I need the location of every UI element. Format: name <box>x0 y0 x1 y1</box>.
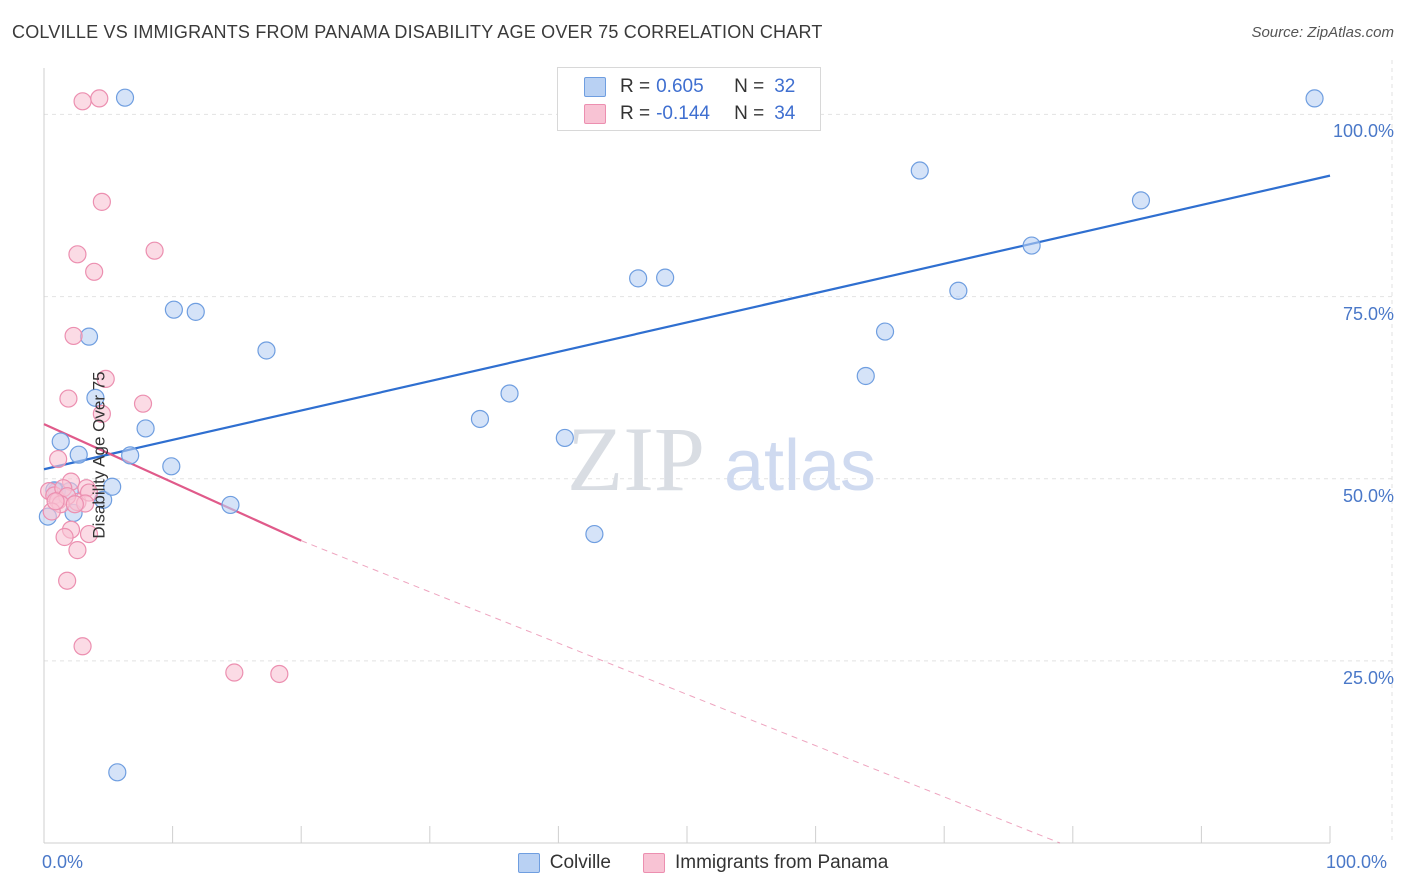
point-colville <box>115 88 135 107</box>
point-panama <box>225 663 244 682</box>
r-label: R = <box>620 103 651 124</box>
gridlines <box>44 60 1393 843</box>
point-colville <box>470 409 490 429</box>
n-label: N = <box>734 76 765 97</box>
point-panama <box>145 241 164 260</box>
point-panama <box>64 326 83 346</box>
series-legend: Colville Immigrants from Panama <box>0 852 1406 874</box>
x-tick-label: 100.0% <box>1326 852 1388 872</box>
point-colville <box>585 524 604 544</box>
point-colville <box>656 268 675 287</box>
n-value-colville: 32 <box>774 76 796 97</box>
source-credit: Source: ZipAtlas.com <box>1251 24 1394 41</box>
point-panama <box>68 245 87 264</box>
legend-row-panama: R = -0.144 N = 34 <box>584 101 795 127</box>
point-panama <box>73 637 92 656</box>
data-points <box>38 88 1324 782</box>
point-panama <box>270 664 289 684</box>
point-colville <box>108 763 127 782</box>
trendlines <box>43 174 1331 844</box>
point-colville <box>1305 89 1324 108</box>
point-colville <box>164 300 183 319</box>
point-panama <box>68 541 87 560</box>
point-panama <box>58 571 77 590</box>
point-colville <box>949 281 968 300</box>
legend-row-colville: R = 0.605 N = 32 <box>584 74 795 100</box>
point-colville <box>94 490 113 509</box>
legend-item-colville: Colville <box>517 852 611 874</box>
point-colville <box>221 495 240 515</box>
point-panama <box>79 524 99 544</box>
point-colville <box>136 419 155 438</box>
point-panama <box>65 495 84 514</box>
point-panama <box>92 404 111 423</box>
point-panama <box>73 92 92 111</box>
point-colville <box>856 366 875 386</box>
n-value-panama: 34 <box>774 103 796 124</box>
point-colville <box>121 446 140 465</box>
point-colville <box>910 161 929 180</box>
trendline-colville <box>43 174 1331 471</box>
point-panama <box>92 192 111 211</box>
correlation-legend: R = 0.605 N = 32 R = -0.144 N = 34 <box>557 67 821 131</box>
legend-swatch-panama <box>642 853 665 873</box>
point-panama <box>90 89 109 108</box>
point-panama <box>46 492 65 511</box>
watermark-zip: ZIP <box>567 408 705 510</box>
legend-item-panama: Immigrants from Panama <box>642 852 889 874</box>
point-panama <box>133 394 153 413</box>
point-panama <box>96 369 115 388</box>
legend-swatch-panama <box>584 104 606 124</box>
r-value-panama: -0.144 <box>656 103 710 124</box>
point-colville <box>1131 191 1151 210</box>
point-colville <box>69 445 88 464</box>
legend-label-panama: Immigrants from Panama <box>674 852 889 873</box>
point-colville <box>79 327 99 346</box>
n-label: N = <box>734 103 765 124</box>
point-colville <box>51 432 70 451</box>
point-colville <box>500 384 519 403</box>
y-tick-label: 100.0% <box>1332 121 1394 142</box>
r-label: R = <box>620 76 651 97</box>
point-panama <box>55 527 74 547</box>
y-tick-label: 75.0% <box>1342 303 1394 324</box>
point-colville <box>629 269 648 288</box>
point-colville <box>257 341 276 360</box>
point-colville <box>86 388 105 407</box>
y-axis-label: Disability Age Over 75 <box>89 371 109 539</box>
y-tick-label: 25.0% <box>1342 667 1394 688</box>
point-panama <box>49 449 68 469</box>
point-colville <box>162 457 181 476</box>
point-colville <box>1022 236 1041 255</box>
chart-title: COLVILLE VS IMMIGRANTS FROM PANAMA DISAB… <box>12 22 823 42</box>
x-tick-label: 0.0% <box>42 852 84 872</box>
legend-swatch-colville <box>584 77 606 97</box>
legend-label-colville: Colville <box>549 852 611 873</box>
legend-swatch-colville <box>517 853 540 873</box>
point-colville <box>103 477 122 496</box>
point-colville <box>555 428 574 448</box>
watermark: ZIP atlas <box>567 408 876 510</box>
axes <box>43 68 1331 844</box>
point-panama <box>85 262 104 281</box>
r-value-colville: 0.605 <box>656 76 704 97</box>
point-colville <box>186 302 205 321</box>
trendline-panama <box>301 540 1061 844</box>
watermark-atlas: atlas <box>724 426 876 506</box>
point-panama <box>59 389 78 408</box>
trendline-panama <box>43 423 302 542</box>
point-colville <box>875 322 895 341</box>
y-tick-label: 50.0% <box>1342 485 1394 506</box>
